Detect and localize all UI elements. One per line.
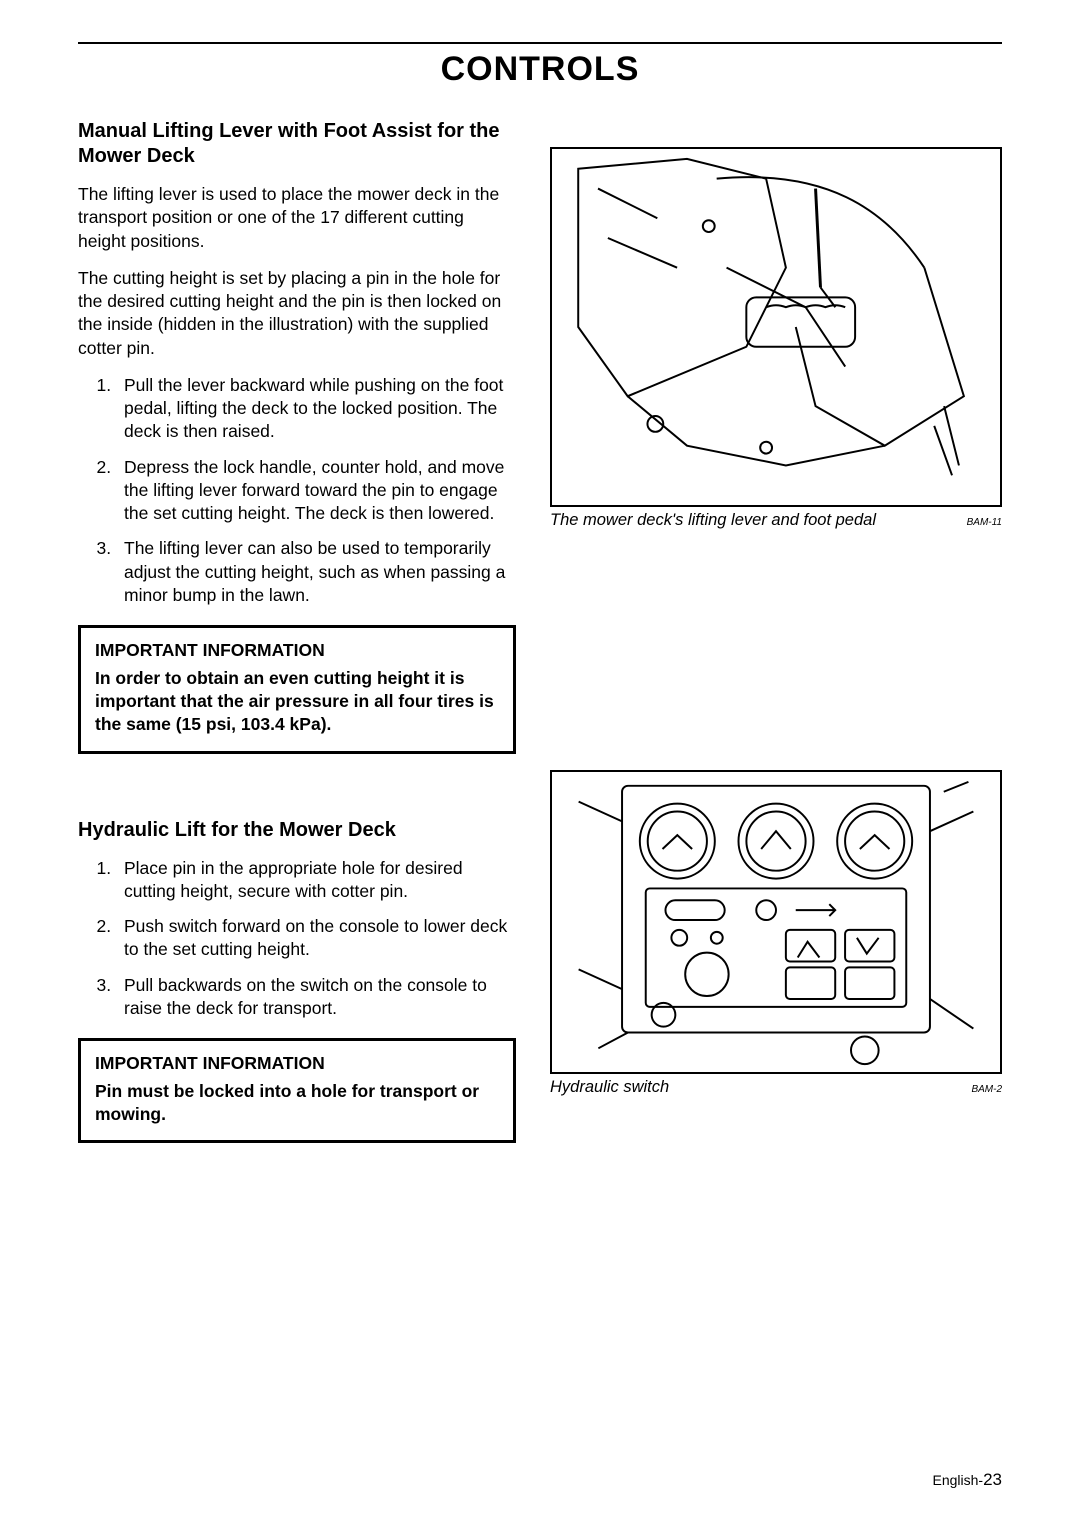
figure-1-code: BAM-11 — [967, 517, 1002, 528]
page: CONTROLS Manual Lifting Lever with Foot … — [0, 0, 1080, 1201]
section1-heading: Manual Lifting Lever with Foot Assist fo… — [78, 119, 516, 169]
left-column: Manual Lifting Lever with Foot Assist fo… — [78, 119, 516, 1171]
footer-label: English- — [932, 1472, 983, 1488]
info-box-heading: IMPORTANT INFORMATION — [95, 640, 499, 661]
section2-heading: Hydraulic Lift for the Mower Deck — [78, 818, 516, 843]
figure-2: Hydraulic switch BAM-2 — [550, 770, 1002, 1097]
figure-1-caption: The mower deck's lifting lever and foot … — [550, 511, 876, 530]
page-footer: English-23 — [932, 1470, 1002, 1490]
two-column-layout: Manual Lifting Lever with Foot Assist fo… — [78, 119, 1002, 1171]
figure-2-label-row: Hydraulic switch BAM-2 — [550, 1078, 1002, 1097]
section2-steps: Place pin in the appropriate hole for de… — [78, 857, 516, 1021]
info-box-2: IMPORTANT INFORMATION Pin must be locked… — [78, 1038, 516, 1143]
footer-page-number: 23 — [983, 1470, 1002, 1489]
page-title: CONTROLS — [78, 50, 1002, 89]
info-box-text: In order to obtain an even cutting heigh… — [95, 667, 499, 736]
figure-2-caption: Hydraulic switch — [550, 1078, 669, 1097]
section1-steps: Pull the lever backward while pushing on… — [78, 374, 516, 607]
section1-para2: The cutting height is set by placing a p… — [78, 267, 516, 360]
list-item: The lifting lever can also be used to te… — [116, 537, 516, 607]
list-item: Place pin in the appropriate hole for de… — [116, 857, 516, 904]
figure-2-code: BAM-2 — [971, 1084, 1002, 1095]
info-box-text: Pin must be locked into a hole for trans… — [95, 1080, 499, 1126]
top-rule — [78, 42, 1002, 44]
section1-para1: The lifting lever is used to place the m… — [78, 183, 516, 253]
figure-1-label-row: The mower deck's lifting lever and foot … — [550, 511, 1002, 530]
figure-1-illustration — [550, 147, 1002, 507]
list-item: Pull backwards on the switch on the cons… — [116, 974, 516, 1021]
info-box-heading: IMPORTANT INFORMATION — [95, 1053, 499, 1074]
list-item: Pull the lever backward while pushing on… — [116, 374, 516, 444]
right-column: The mower deck's lifting lever and foot … — [550, 119, 1002, 1171]
figure-1: The mower deck's lifting lever and foot … — [550, 147, 1002, 530]
list-item: Push switch forward on the console to lo… — [116, 915, 516, 962]
info-box-1: IMPORTANT INFORMATION In order to obtain… — [78, 625, 516, 753]
list-item: Depress the lock handle, counter hold, a… — [116, 456, 516, 526]
lifting-lever-icon — [552, 149, 1000, 505]
hydraulic-switch-icon — [552, 772, 1000, 1072]
figure-2-illustration — [550, 770, 1002, 1074]
